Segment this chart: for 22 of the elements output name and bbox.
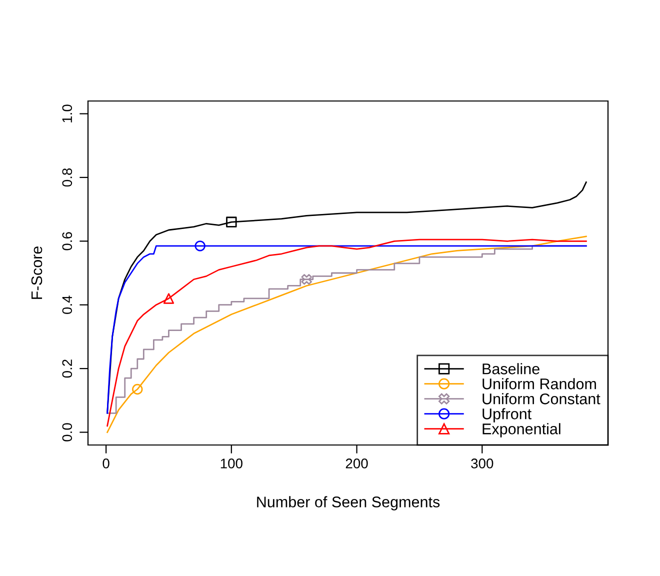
y-axis-title: F-Score — [31, 246, 42, 299]
point — [163, 293, 174, 304]
legend-label: Upfront — [482, 408, 532, 422]
x-tick-label: 100 — [220, 458, 242, 468]
x-axis-title: Number of Seen Segments — [257, 496, 440, 510]
legend-label: Uniform Constant — [482, 393, 600, 404]
y-tick-label: 0.4 — [62, 296, 72, 314]
legend-label: Baseline — [482, 363, 540, 374]
y-tick-label: 0.0 — [62, 423, 72, 442]
y-tick-label: 0.8 — [62, 168, 72, 187]
y-tick-label: 1.0 — [62, 104, 72, 122]
x-tick-label: 200 — [346, 458, 368, 468]
y-tick-label: 0.2 — [62, 360, 72, 378]
point — [132, 384, 143, 395]
x-tick-label: 0 — [102, 458, 110, 468]
point — [226, 216, 237, 228]
x-tick-label: 300 — [471, 458, 494, 468]
y-tick-label: 0.6 — [62, 232, 72, 250]
legend-label: Uniform Random — [482, 378, 596, 390]
point — [194, 240, 206, 252]
legend-label: Exponential — [482, 423, 560, 438]
point — [301, 274, 312, 285]
